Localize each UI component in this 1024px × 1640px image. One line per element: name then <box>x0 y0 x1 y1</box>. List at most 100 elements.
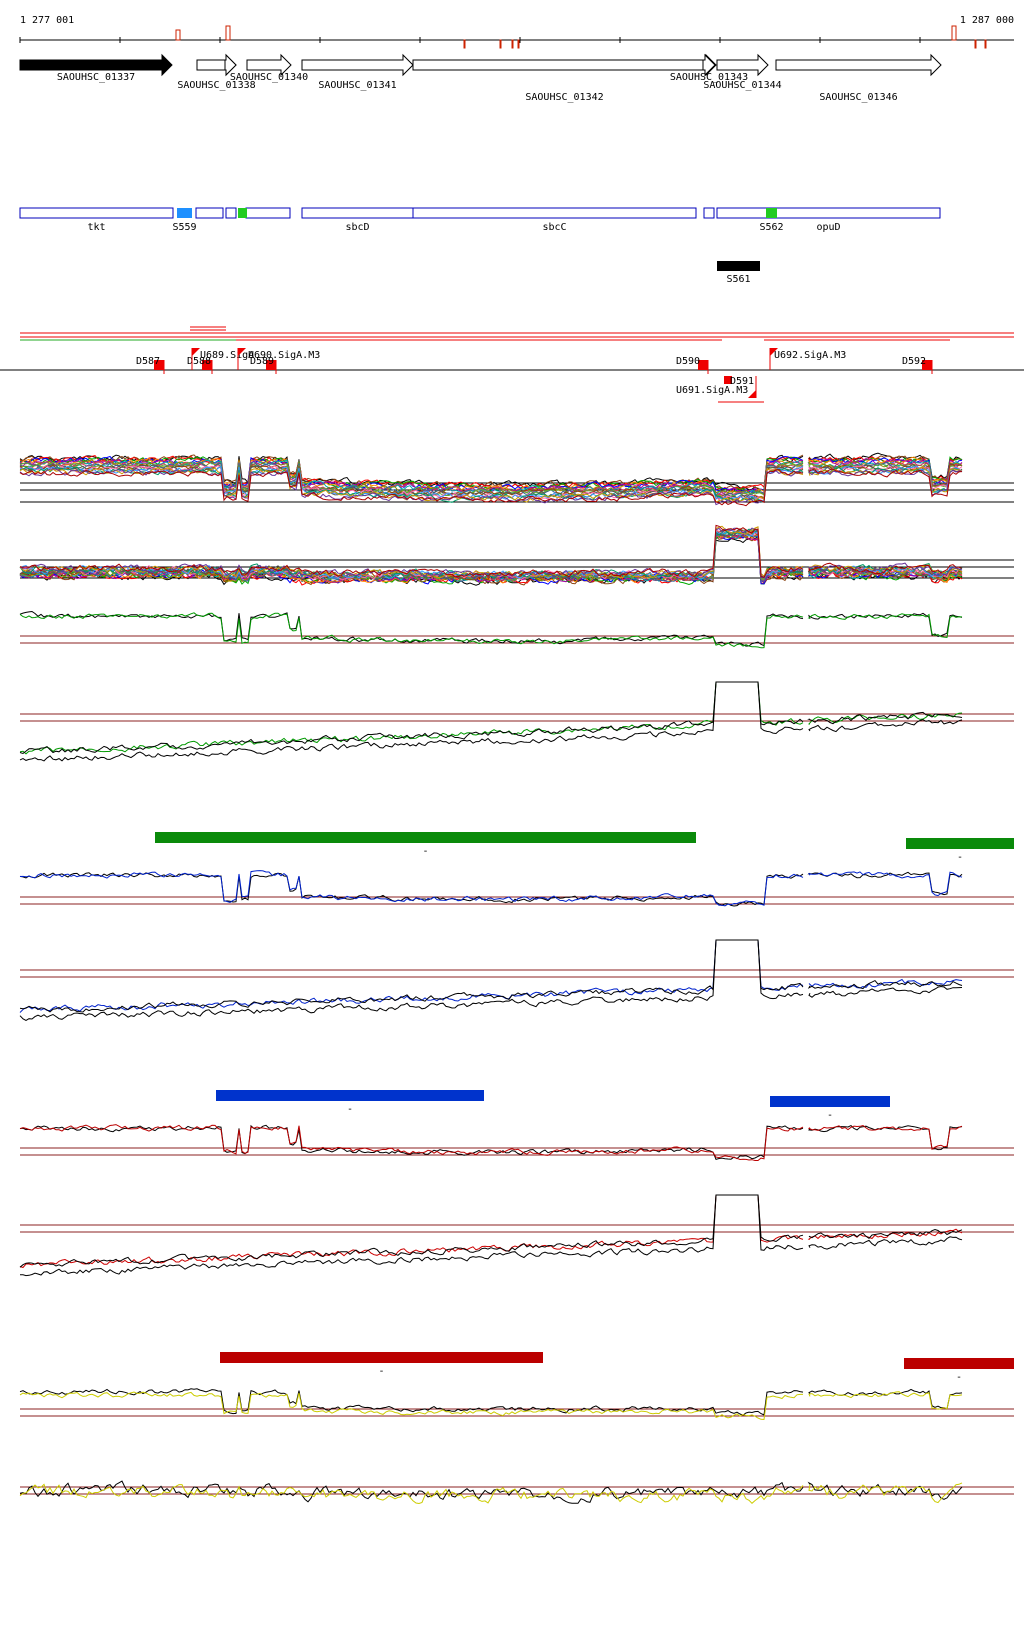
operon-box <box>225 207 237 219</box>
ruler-red-mark <box>499 39 502 49</box>
operon-box <box>245 207 291 219</box>
operon-sbcc[interactable]: sbcC <box>412 207 697 233</box>
feature-u690-siga-m3[interactable]: U690.SigA.M3 <box>237 348 320 370</box>
expression-profile <box>19 1124 963 1161</box>
ruler-end-label: 1 287 000 <box>960 15 1014 26</box>
feature-u691-siga-m3[interactable]: U691.SigA.M3 <box>676 376 757 398</box>
operon[interactable] <box>195 207 224 219</box>
gene-saouhsc_01341[interactable]: SAOUHSC_01341 <box>301 53 414 91</box>
gene-saouhsc_01340[interactable]: SAOUHSC_01340 <box>230 53 308 83</box>
expression-plots <box>19 452 1014 1505</box>
condition-bar-1-1[interactable]: - <box>155 832 696 857</box>
expression-profile <box>19 1391 963 1421</box>
condition-bar-3-2[interactable]: - <box>904 1358 1014 1383</box>
operon[interactable] <box>245 207 291 219</box>
feature-d592[interactable]: D592 <box>902 356 933 374</box>
expression-profile <box>19 1388 963 1416</box>
operon-box <box>195 207 224 219</box>
feature-flag <box>770 348 778 356</box>
condition-bar-label: - <box>378 1366 384 1377</box>
expression-profile <box>19 1482 963 1505</box>
feature-d591[interactable]: D591 <box>724 376 754 387</box>
expression-profile <box>19 468 963 507</box>
condition-bar-3-1[interactable]: - <box>220 1352 543 1377</box>
condition-bar <box>155 832 696 843</box>
feature-d587[interactable]: D587 <box>136 356 165 374</box>
feature-label: D591 <box>730 376 754 387</box>
gene-label: SAOUHSC_01344 <box>703 80 781 91</box>
segment-s561-label: S561 <box>726 274 750 285</box>
operon-sbcd[interactable]: sbcD <box>301 207 414 233</box>
gene-saouhsc_01346[interactable]: SAOUHSC_01346 <box>775 53 942 103</box>
operon[interactable] <box>703 207 715 219</box>
feature-u692-siga-m3[interactable]: U692.SigA.M3 <box>769 348 846 370</box>
condition-bar <box>216 1090 484 1101</box>
ruler-red-mark <box>974 39 977 49</box>
expression-profile <box>19 1194 963 1269</box>
expression-profile <box>19 681 963 755</box>
operon[interactable] <box>225 207 237 219</box>
gene-arrow <box>246 53 292 77</box>
feature-d590[interactable]: D590 <box>676 356 709 374</box>
expression-profile <box>19 1194 963 1268</box>
feature-d588[interactable]: D588 <box>187 356 213 374</box>
segment-box <box>177 208 192 218</box>
condition-bar <box>906 838 1014 849</box>
segment-box <box>238 208 247 218</box>
gene-arrow <box>224 53 237 77</box>
segment-s562[interactable]: S562 <box>759 208 784 233</box>
operon-label: tkt <box>87 222 105 233</box>
operon-box <box>19 207 174 219</box>
operon-box <box>716 207 941 219</box>
expression-profile <box>19 870 963 907</box>
ruler-red-mark <box>511 39 514 49</box>
condition-bar-2-2[interactable]: - <box>770 1096 890 1121</box>
operon-opud[interactable]: opuD <box>716 207 941 233</box>
gene-saouhsc_01344[interactable]: SAOUHSC_01344 <box>703 53 782 91</box>
ruler-red-mark <box>517 39 520 49</box>
gene-label: SAOUHSC_01346 <box>819 92 897 103</box>
condition-bar-label: - <box>956 1372 962 1383</box>
condition-bar <box>770 1096 890 1107</box>
gene-label: SAOUHSC_01341 <box>318 80 396 91</box>
segment-s559[interactable]: S559 <box>172 208 197 233</box>
feature-box <box>922 360 932 370</box>
condition-bar-label: - <box>422 846 428 857</box>
gene-arrow <box>19 53 173 77</box>
operon-label: sbcD <box>345 222 369 233</box>
segment-s561[interactable]: S561 <box>717 261 760 285</box>
feature-box <box>266 360 276 370</box>
feature-u689-siga[interactable]: U689.SigA <box>191 348 254 370</box>
expression-profile <box>19 1194 963 1277</box>
gene-saouhsc_01343[interactable]: SAOUHSC_01343 <box>670 53 748 83</box>
gene-label: SAOUHSC_01338 <box>177 80 255 91</box>
coordinate-ruler: 1 277 001 1 287 000 <box>19 15 1014 49</box>
condition-bar-label: - <box>347 1104 353 1115</box>
feature-flag <box>238 348 246 356</box>
expression-profile <box>19 939 963 1013</box>
feature-box <box>724 376 732 384</box>
feature-label: D588 <box>187 356 211 367</box>
ruler-red-mark <box>463 39 466 49</box>
segment-unlabeled[interactable] <box>238 208 247 218</box>
condition-bar-1-2[interactable]: - <box>906 838 1014 863</box>
expression-profile <box>19 681 963 755</box>
operon-label: opuD <box>816 222 840 233</box>
gene-arrow <box>716 53 769 77</box>
feature-label: U690.SigA.M3 <box>248 350 320 361</box>
gene-saouhsc_01337[interactable]: SAOUHSC_01337 <box>19 53 173 83</box>
gene-saouhsc_01339[interactable] <box>224 53 237 77</box>
ruler-red-mark <box>951 25 957 41</box>
feature-label: U689.SigA <box>200 350 254 361</box>
expression-profile <box>19 524 963 578</box>
segment-label: S559 <box>172 222 196 233</box>
operon-tkt[interactable]: tkt <box>19 207 174 233</box>
feature-box <box>154 360 164 370</box>
feature-label: D589 <box>250 356 274 367</box>
feature-d589[interactable]: D589 <box>250 356 277 374</box>
expression-profile <box>19 681 963 762</box>
condition-bar-2-1[interactable]: - <box>216 1090 484 1115</box>
